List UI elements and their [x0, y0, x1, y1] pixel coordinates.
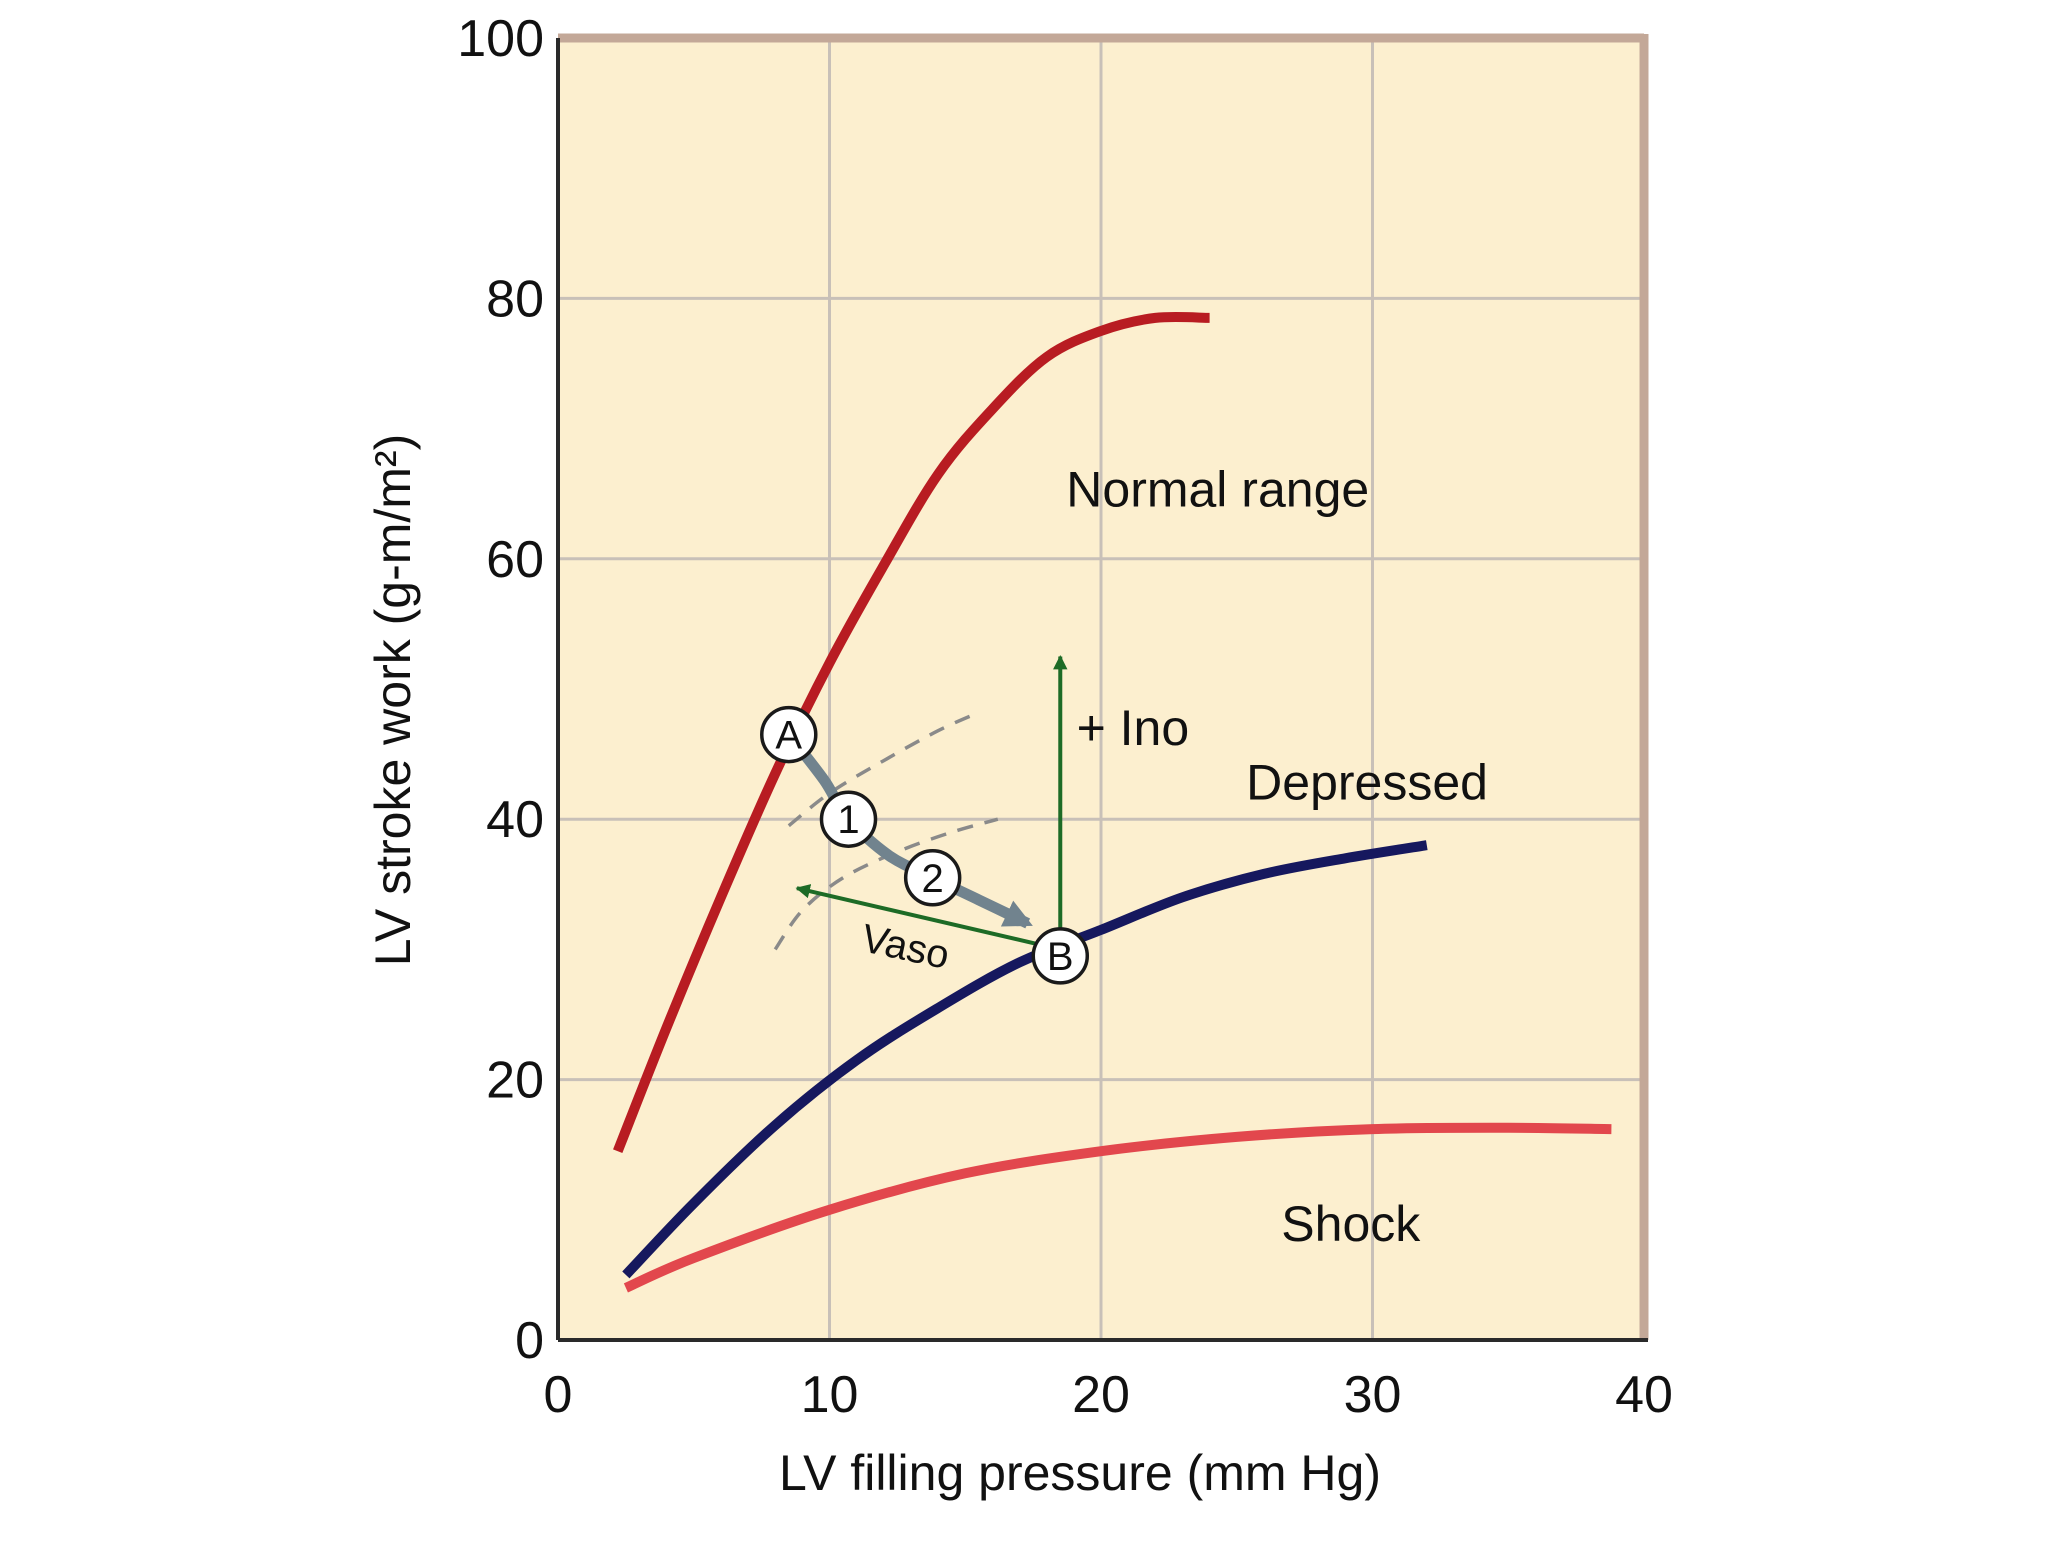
therapy-arrows [795, 655, 1068, 952]
normal-range-label: Normal range [1066, 462, 1369, 518]
y-tick-label: 20 [486, 1052, 544, 1110]
normal-range-curve [613, 311, 1210, 1154]
y-axis-title: LV stroke work (g-m/m²) [365, 434, 421, 966]
plot-frame [556, 33, 1649, 1342]
point-a: A [760, 705, 818, 764]
series-lines [613, 311, 1612, 1293]
step-1: 1 [819, 790, 878, 848]
transition-path-arrow [784, 731, 1033, 929]
x-tick-label: 20 [1072, 1366, 1130, 1424]
y-tick-label: 80 [486, 270, 544, 328]
x-tick-label: 10 [801, 1366, 859, 1424]
step-2-label: 2 [922, 857, 944, 901]
y-axis-ticks: 0 20 40 60 80 100 [457, 10, 544, 1370]
depressed-curve [622, 840, 1428, 1279]
shock-curve [623, 1122, 1612, 1293]
shock-label: Shock [1281, 1196, 1421, 1252]
dashed-isolines [773, 710, 999, 951]
ino-label: + Ino [1077, 700, 1190, 756]
y-tick-label: 40 [486, 791, 544, 849]
x-tick-label: 40 [1615, 1366, 1673, 1424]
point-b: B [1031, 927, 1090, 985]
y-tick-label: 60 [486, 531, 544, 589]
point-markers: A B 1 2 [760, 705, 1090, 985]
step-2: 2 [903, 849, 962, 907]
x-tick-label: 0 [544, 1366, 573, 1424]
dashed-isoline [773, 817, 999, 951]
step-1-label: 1 [837, 798, 859, 842]
point-b-label: B [1047, 935, 1074, 979]
step-1-circle [819, 790, 878, 848]
depressed-label: Depressed [1246, 755, 1488, 811]
dashed-isoline [787, 710, 980, 828]
point-b-circle [1031, 927, 1090, 985]
transition-path [784, 731, 1033, 929]
x-tick-label: 30 [1344, 1366, 1402, 1424]
x-axis-title: LV filling pressure (mm Hg) [779, 1445, 1381, 1501]
y-tick-label: 100 [457, 10, 544, 68]
y-tick-label: 0 [515, 1312, 544, 1370]
x-axis-ticks: 0 10 20 30 40 [544, 1366, 1673, 1424]
vaso-arrow [795, 884, 1061, 952]
step-2-circle [903, 849, 962, 907]
point-a-circle [760, 705, 818, 764]
point-a-label: A [775, 714, 802, 758]
grid [558, 38, 1644, 1340]
